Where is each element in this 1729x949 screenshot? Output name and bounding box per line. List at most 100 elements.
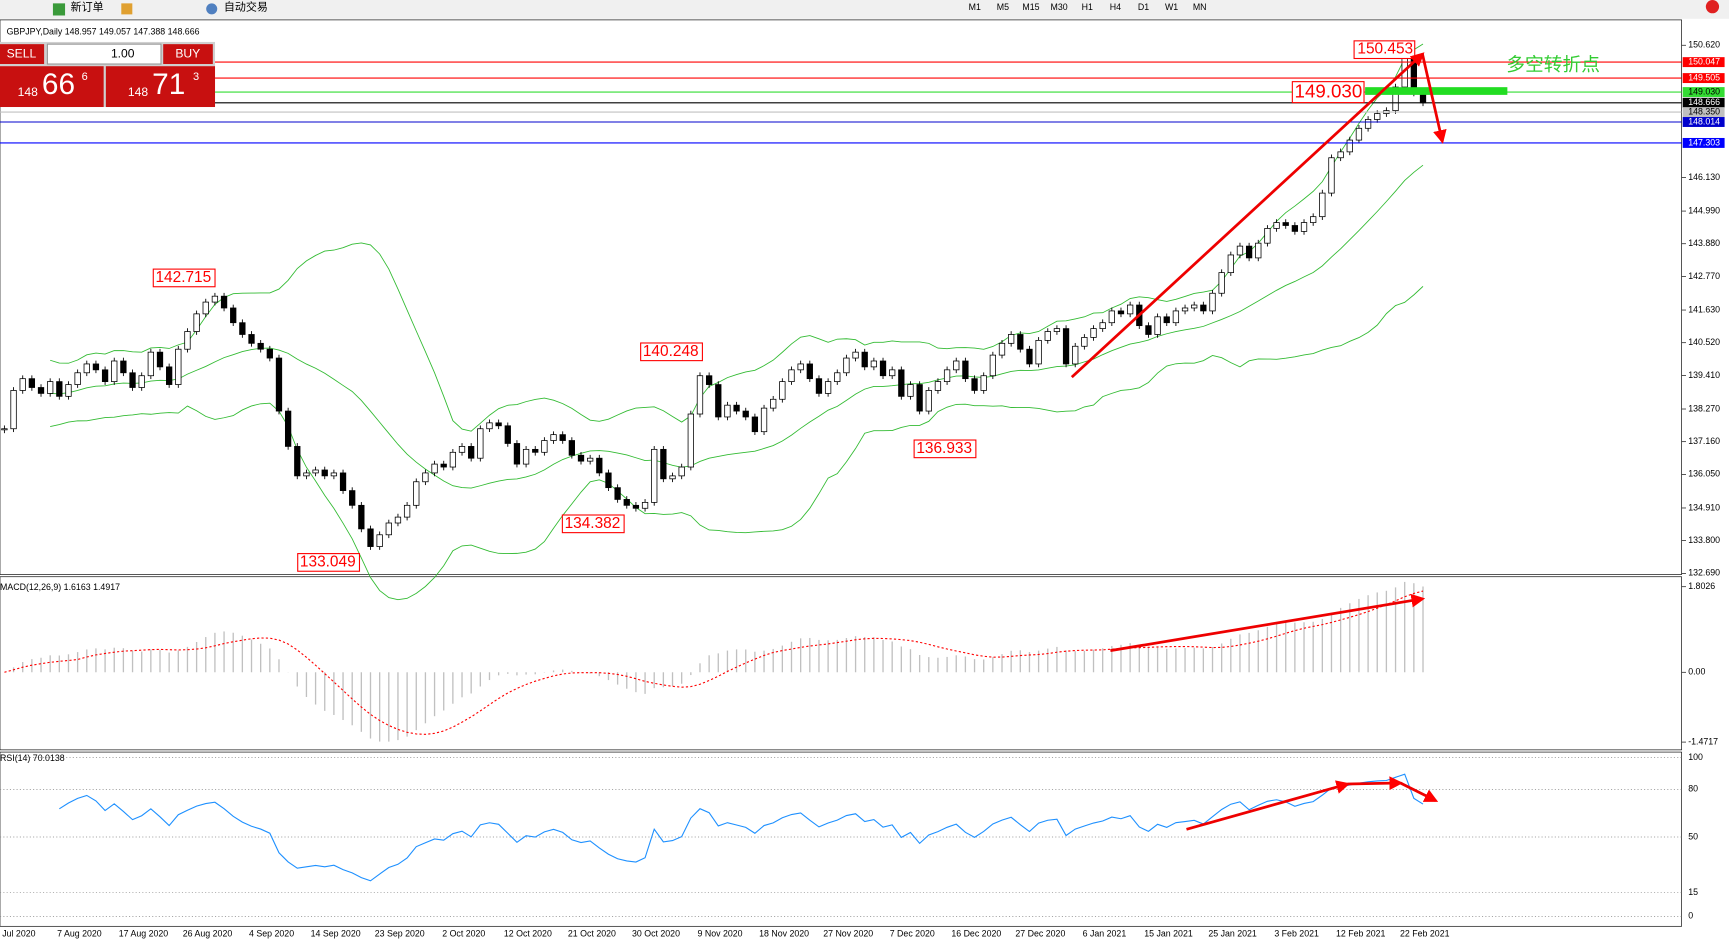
candle bbox=[1163, 316, 1170, 324]
y-tick-label: 142.770 bbox=[1688, 271, 1720, 281]
y-tick-label: 146.130 bbox=[1688, 172, 1720, 182]
rsi-line bbox=[59, 773, 1424, 882]
candle bbox=[852, 351, 859, 359]
candle bbox=[971, 378, 978, 391]
auto-trade-icon[interactable] bbox=[206, 3, 218, 15]
plots: 150.620 146.130 144.990 143.880 142.770 141.6… bbox=[0, 40, 1725, 938]
ask-pips: 71 bbox=[152, 68, 185, 101]
timeframe-button[interactable]: MN bbox=[1193, 2, 1207, 12]
timeframe-button[interactable]: M1 bbox=[969, 2, 981, 12]
candle bbox=[101, 369, 109, 383]
x-tick-label: 30 Oct 2020 bbox=[632, 928, 680, 938]
candle bbox=[211, 295, 219, 303]
x-tick-label: 12 Feb 2021 bbox=[1336, 928, 1386, 938]
x-tick-label: 7 Dec 2020 bbox=[890, 928, 935, 938]
notification[interactable] bbox=[1705, 0, 1720, 14]
lots-value[interactable]: 1.00 bbox=[111, 46, 135, 60]
annotation: 136.933 bbox=[916, 440, 972, 457]
y-tick-label: 80 bbox=[1688, 784, 1698, 794]
candle bbox=[19, 378, 26, 391]
x-tick-label: 21 Oct 2020 bbox=[568, 928, 616, 938]
candle bbox=[1154, 316, 1161, 335]
candle bbox=[660, 448, 667, 480]
bid-box[interactable] bbox=[0, 66, 104, 108]
candle bbox=[367, 528, 374, 547]
bollinger-band bbox=[50, 43, 1424, 432]
candle bbox=[1181, 307, 1189, 312]
candle bbox=[284, 410, 292, 447]
new-order-icon[interactable] bbox=[52, 3, 66, 16]
candle bbox=[962, 360, 969, 380]
auto-trade-button[interactable]: 自动交易 bbox=[224, 0, 268, 14]
candle bbox=[1053, 328, 1061, 332]
price-level-box bbox=[1682, 117, 1725, 127]
buy-label[interactable]: BUY bbox=[175, 46, 200, 60]
candle bbox=[513, 443, 521, 465]
candle bbox=[715, 384, 722, 418]
x-tick-label: 7 Aug 2020 bbox=[57, 928, 102, 938]
candle bbox=[889, 369, 896, 377]
sell-button[interactable] bbox=[0, 44, 45, 65]
candle bbox=[403, 504, 411, 518]
candle bbox=[1310, 216, 1317, 223]
candle bbox=[587, 457, 594, 462]
timeframe-button[interactable]: H1 bbox=[1082, 2, 1093, 12]
candle bbox=[1035, 339, 1042, 365]
timeframe-button[interactable]: W1 bbox=[1165, 2, 1178, 12]
candle bbox=[870, 360, 878, 368]
x-tick-label: 6 Jan 2021 bbox=[1083, 928, 1127, 938]
candle bbox=[468, 446, 475, 459]
timeframe-button[interactable]: M5 bbox=[997, 2, 1009, 12]
candle bbox=[760, 407, 768, 433]
y-tick-label: 134.910 bbox=[1688, 502, 1720, 512]
macd-title: MACD(12,26,9) 1.6163 1.4917 bbox=[0, 582, 120, 592]
candle bbox=[358, 504, 365, 530]
candle bbox=[330, 472, 338, 477]
candle bbox=[1191, 304, 1198, 309]
candle bbox=[10, 390, 17, 430]
timeframe-button[interactable]: D1 bbox=[1138, 2, 1149, 12]
candle bbox=[1291, 225, 1299, 232]
candle bbox=[1062, 328, 1070, 365]
candle bbox=[641, 501, 649, 509]
ask-box[interactable] bbox=[105, 66, 216, 108]
annotation: 142.715 bbox=[155, 269, 211, 286]
candle bbox=[248, 334, 255, 344]
timeframe-button[interactable]: H4 bbox=[1110, 2, 1121, 12]
x-tick-label: 26 Aug 2020 bbox=[183, 928, 233, 938]
x-tick-label: 14 Sep 2020 bbox=[311, 928, 361, 938]
y-tick-label: 139.410 bbox=[1688, 370, 1720, 380]
candle bbox=[1172, 310, 1180, 324]
y-tick-label: 144.990 bbox=[1688, 205, 1720, 215]
new-order-button[interactable]: 新订单 bbox=[71, 0, 104, 14]
candle bbox=[1126, 304, 1134, 315]
candle bbox=[696, 375, 704, 415]
candle bbox=[1245, 245, 1253, 259]
candle bbox=[1209, 292, 1216, 312]
candle bbox=[943, 369, 951, 383]
candle bbox=[1337, 151, 1344, 159]
candle bbox=[1374, 113, 1381, 120]
candle bbox=[1145, 325, 1152, 335]
candle bbox=[751, 416, 759, 433]
candle bbox=[788, 369, 795, 383]
candle bbox=[495, 422, 502, 427]
sell-label[interactable]: SELL bbox=[7, 46, 37, 60]
candle bbox=[1, 428, 8, 431]
candle bbox=[303, 472, 310, 477]
candle bbox=[1364, 119, 1372, 129]
toolbar-icon[interactable] bbox=[121, 3, 133, 15]
candle bbox=[1017, 334, 1024, 350]
timeframe-button[interactable]: M30 bbox=[1051, 2, 1068, 12]
buy-button[interactable] bbox=[163, 44, 213, 65]
candle bbox=[989, 354, 996, 377]
candle bbox=[1081, 337, 1088, 347]
candle bbox=[1090, 328, 1097, 338]
x-tick-label: 9 Nov 2020 bbox=[698, 928, 743, 938]
candle bbox=[568, 440, 575, 456]
y-tick-label: 143.880 bbox=[1688, 238, 1720, 248]
timeframe-button[interactable]: M15 bbox=[1022, 2, 1039, 12]
candle bbox=[1218, 272, 1225, 294]
lots-input[interactable] bbox=[46, 43, 162, 65]
